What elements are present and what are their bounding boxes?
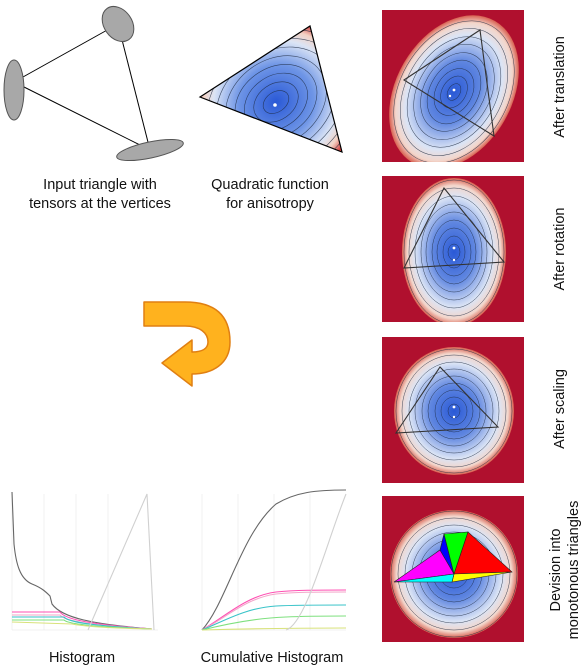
- quadratic-function-figure: [198, 25, 343, 153]
- caption-histogram: Histogram: [48, 650, 116, 666]
- label-after-rotation: After rotation: [552, 207, 568, 291]
- caption-cumulative-histogram: Cumulative Histogram: [200, 650, 344, 666]
- input-triangle-figure: [3, 5, 184, 162]
- histogram-figure: [2, 484, 162, 634]
- monotone-triangle-cyan: [393, 573, 455, 583]
- label-after-scaling: After scaling: [552, 369, 568, 449]
- tensor-glyph-bottom: [116, 138, 184, 162]
- panel-after-scaling: [382, 337, 524, 483]
- label-monotonous-triangles: Devision into monotonous triangles: [548, 500, 581, 640]
- cumulative-histogram-figure: [196, 484, 348, 634]
- caption-input-triangle: Input triangle with tensors at the verti…: [29, 177, 171, 212]
- label-after-translation: After translation: [552, 36, 568, 138]
- panel-after-rotation: [382, 176, 524, 322]
- curved-arrow-icon: [143, 301, 231, 387]
- panel-monotonous-triangles: [382, 496, 524, 642]
- tensor-glyph-top: [101, 5, 135, 43]
- caption-quadratic: Quadratic function for anisotropy: [211, 177, 329, 212]
- tensor-glyph-left: [3, 59, 25, 121]
- panel-after-translation: [382, 10, 524, 162]
